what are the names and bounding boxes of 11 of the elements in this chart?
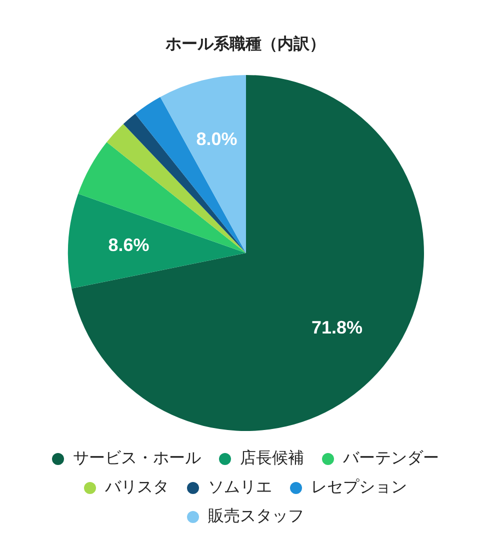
legend-label: 店長候補: [240, 448, 304, 469]
legend-label: バーテンダー: [343, 449, 439, 469]
legend-label: バリスタ: [105, 478, 169, 498]
data-label: 71.8%: [311, 317, 363, 338]
legend-label: サービス・ホール: [73, 449, 201, 469]
legend-label: 販売スタッフ: [208, 506, 304, 527]
chart-title: ホール系職種（内訳）: [164, 34, 326, 55]
data-label: 8.0%: [196, 129, 238, 150]
legend-label: ソムリエ: [208, 478, 272, 498]
legend-label: レセプション: [311, 478, 407, 498]
data-label: 8.6%: [108, 234, 150, 255]
